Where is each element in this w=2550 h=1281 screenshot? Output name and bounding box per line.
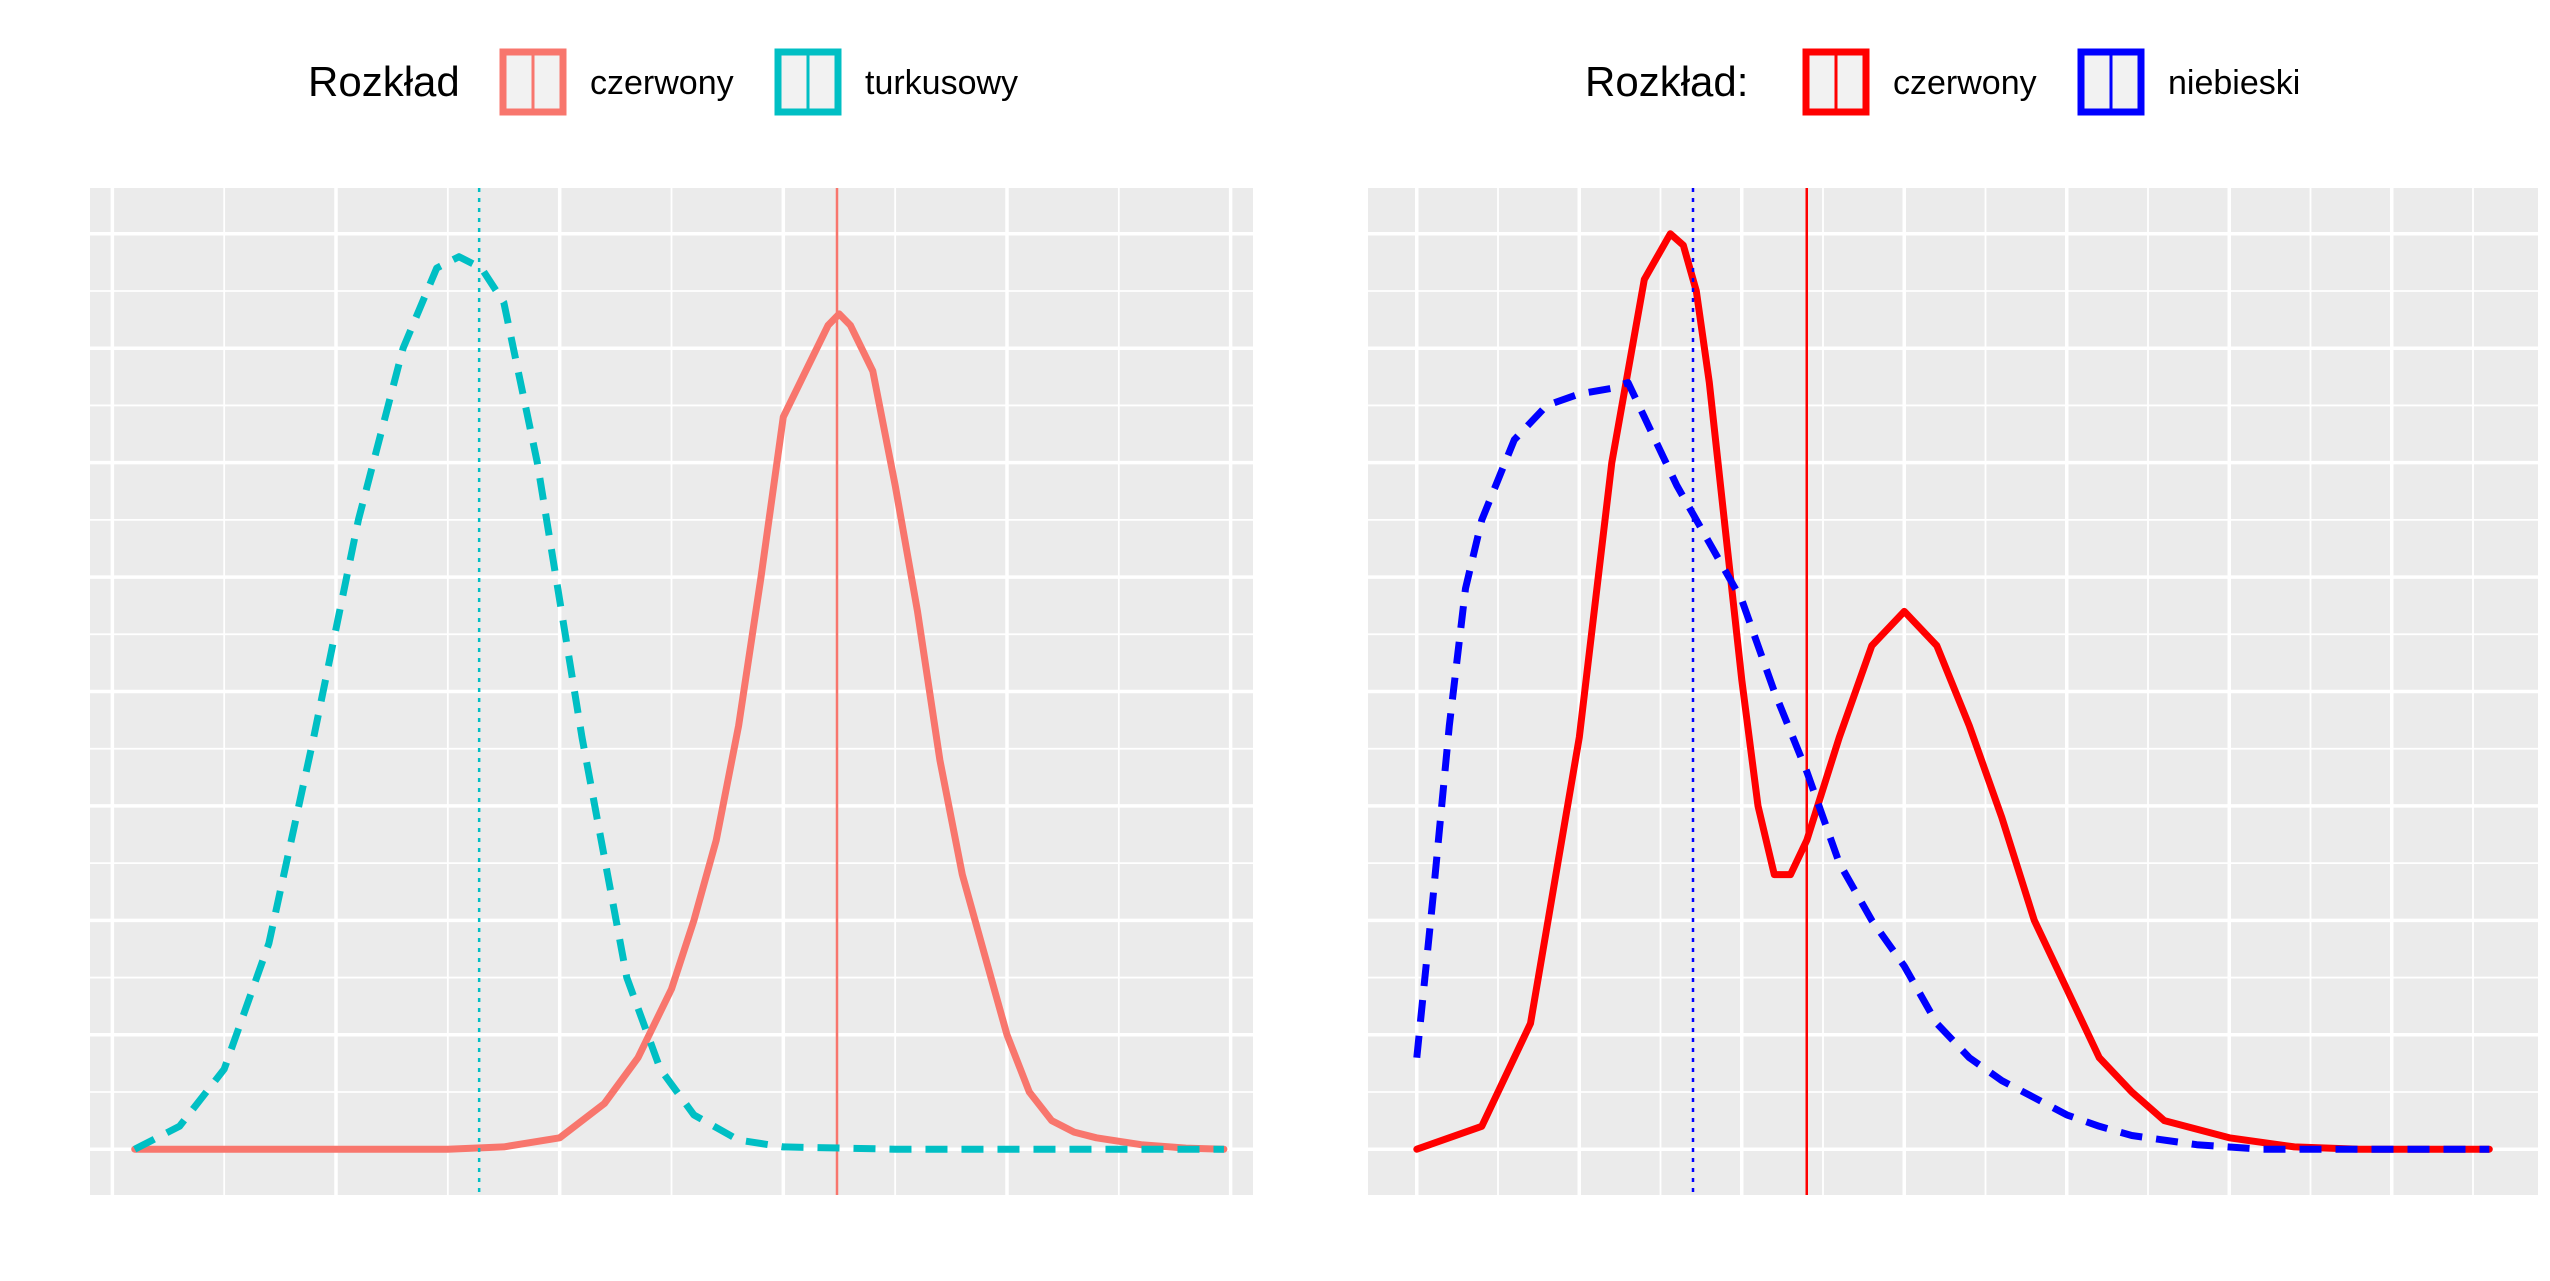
density-line-turkusowy [133,253,1224,1153]
legend-title: Rozkład: [1585,58,1748,105]
legend-title: Rozkład [308,58,460,105]
grid [90,188,1253,1195]
legend-entry-czerwony: czerwony [499,48,734,116]
legend-label: czerwony [1893,64,2037,102]
plot-marks [1413,188,2493,1195]
legend-left: Rozkład czerwony turkusowy [308,48,1018,116]
legend-entry-turkusowy: turkusowy [774,48,1018,116]
density-chart-left: Rozkład czerwony turkusowy [90,48,1253,1195]
density-line-czerwony [1413,230,2493,1153]
legend-right: Rozkład: czerwony niebieski [1585,48,2300,116]
legend-label: czerwony [590,64,734,102]
density-chart-right: Rozkład: czerwony niebieski [1368,48,2538,1195]
legend-label: niebieski [2168,64,2300,102]
plot-marks [131,188,1228,1195]
legend-entry-niebieski: niebieski [2077,48,2300,116]
density-line-niebieski [1413,379,2490,1153]
legend-entry-czerwony: czerwony [1802,48,2037,116]
legend-label: turkusowy [865,64,1018,102]
density-line-czerwony [131,310,1228,1153]
